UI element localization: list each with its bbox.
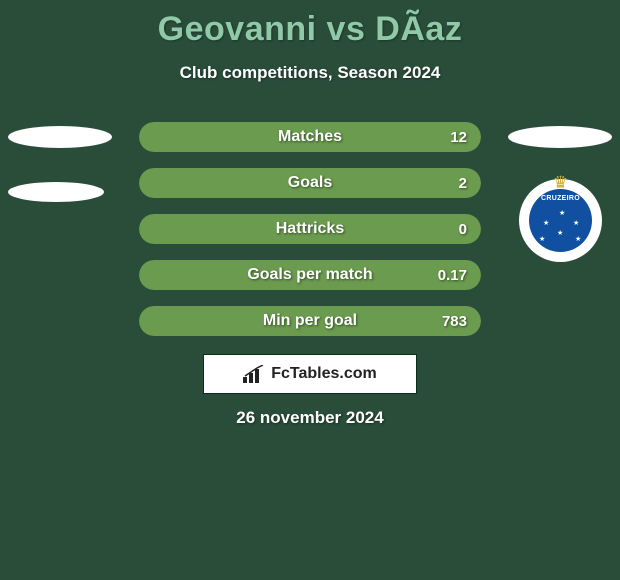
stat-bar-label: Goals — [139, 168, 481, 198]
page-title: Geovanni vs DÃ­az — [0, 0, 620, 49]
stat-bar-row: Goals per match0.17 — [139, 260, 481, 290]
brand-box: FcTables.com — [203, 354, 417, 394]
stat-bar-label: Goals per match — [139, 260, 481, 290]
stat-bar-label: Min per goal — [139, 306, 481, 336]
brand-text: FcTables.com — [271, 365, 377, 383]
stat-bar-label: Matches — [139, 122, 481, 152]
stat-bar-label: Hattricks — [139, 214, 481, 244]
stats-bars: Matches12 Goals2 Hattricks0 Goals per match… — [139, 122, 481, 352]
crown-icon: ♛ — [553, 173, 568, 193]
date-label: 26 november 2024 — [0, 408, 620, 428]
stat-bar-row: Matches12 — [139, 122, 481, 152]
stat-bar-value-right: 2 — [459, 168, 467, 198]
stat-bar-row: Hattricks0 — [139, 214, 481, 244]
stat-bar-row: Goals2 — [139, 168, 481, 198]
player-right-placeholder — [508, 126, 612, 148]
player-left-placeholder-1 — [8, 126, 112, 148]
stat-bar-value-right: 0 — [459, 214, 467, 244]
club-crest: ♛ CRUZEIRO ★ ★ ★ ★ ★ ★ — [519, 179, 602, 262]
stat-bar-row: Min per goal783 — [139, 306, 481, 336]
crest-text-top: CRUZEIRO — [529, 195, 592, 202]
page-subtitle: Club competitions, Season 2024 — [0, 63, 620, 83]
stat-bar-value-right: 0.17 — [438, 260, 467, 290]
crest-stars: ★ ★ ★ ★ ★ ★ — [529, 207, 592, 246]
stat-bar-value-right: 783 — [442, 306, 467, 336]
player-left-placeholder-2 — [8, 182, 104, 202]
stat-bar-value-right: 12 — [450, 122, 467, 152]
bar-chart-icon — [243, 365, 265, 383]
